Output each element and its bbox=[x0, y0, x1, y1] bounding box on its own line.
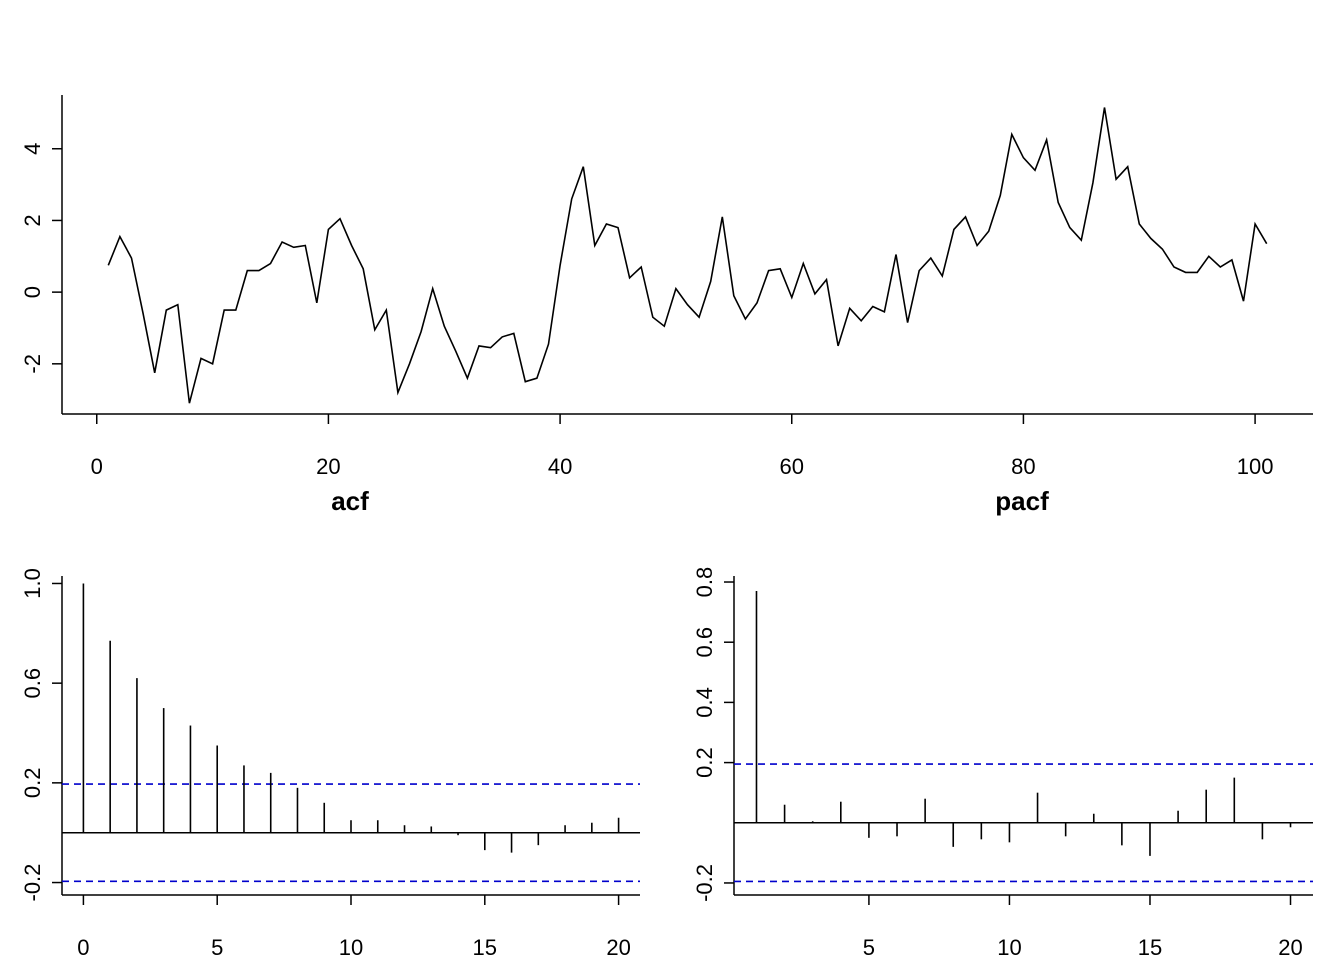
y-tick-label: 0.6 bbox=[20, 668, 45, 699]
y-tick-label: -0.2 bbox=[692, 864, 717, 902]
acf-title: acf bbox=[331, 486, 369, 516]
series-line bbox=[107, 107, 1268, 404]
y-tick-label: 0 bbox=[20, 286, 45, 298]
x-tick-label: 10 bbox=[997, 935, 1021, 960]
x-tick-label: 40 bbox=[548, 454, 572, 479]
x-tick-label: 100 bbox=[1237, 454, 1274, 479]
pacf-panel: pacf -0.2 0.2 0.4 0.6 0.8 5 10 15 20 bbox=[692, 486, 1313, 960]
x-tick-label: 60 bbox=[780, 454, 804, 479]
y-tick-label: -2 bbox=[20, 354, 45, 374]
y-tick-label: 4 bbox=[20, 143, 45, 155]
x-tick-label: 5 bbox=[863, 935, 875, 960]
x-tick-label: 20 bbox=[606, 935, 630, 960]
x-tick-label: 20 bbox=[316, 454, 340, 479]
y-tick-label: -0.2 bbox=[20, 864, 45, 902]
y-tick-label: 0.6 bbox=[692, 627, 717, 658]
y-tick-label: 0.2 bbox=[20, 768, 45, 799]
x-tick-label: 20 bbox=[1278, 935, 1302, 960]
y-tick-label: 1.0 bbox=[20, 568, 45, 599]
y-tick-label: 0.8 bbox=[692, 567, 717, 598]
x-tick-label: 15 bbox=[1138, 935, 1162, 960]
x-tick-label: 10 bbox=[339, 935, 363, 960]
x-tick-label: 5 bbox=[211, 935, 223, 960]
x-tick-label: 15 bbox=[473, 935, 497, 960]
acf-panel: acf -0.2 0.2 0.6 1.0 0 5 10 15 20 bbox=[20, 486, 640, 960]
y-tick-label: 0.4 bbox=[692, 687, 717, 718]
x-tick-label: 0 bbox=[77, 935, 89, 960]
x-tick-label: 0 bbox=[91, 454, 103, 479]
y-tick-label: 0.2 bbox=[692, 747, 717, 778]
y-tick-label: 2 bbox=[20, 214, 45, 226]
pacf-title: pacf bbox=[995, 486, 1049, 516]
x-tick-label: 80 bbox=[1011, 454, 1035, 479]
